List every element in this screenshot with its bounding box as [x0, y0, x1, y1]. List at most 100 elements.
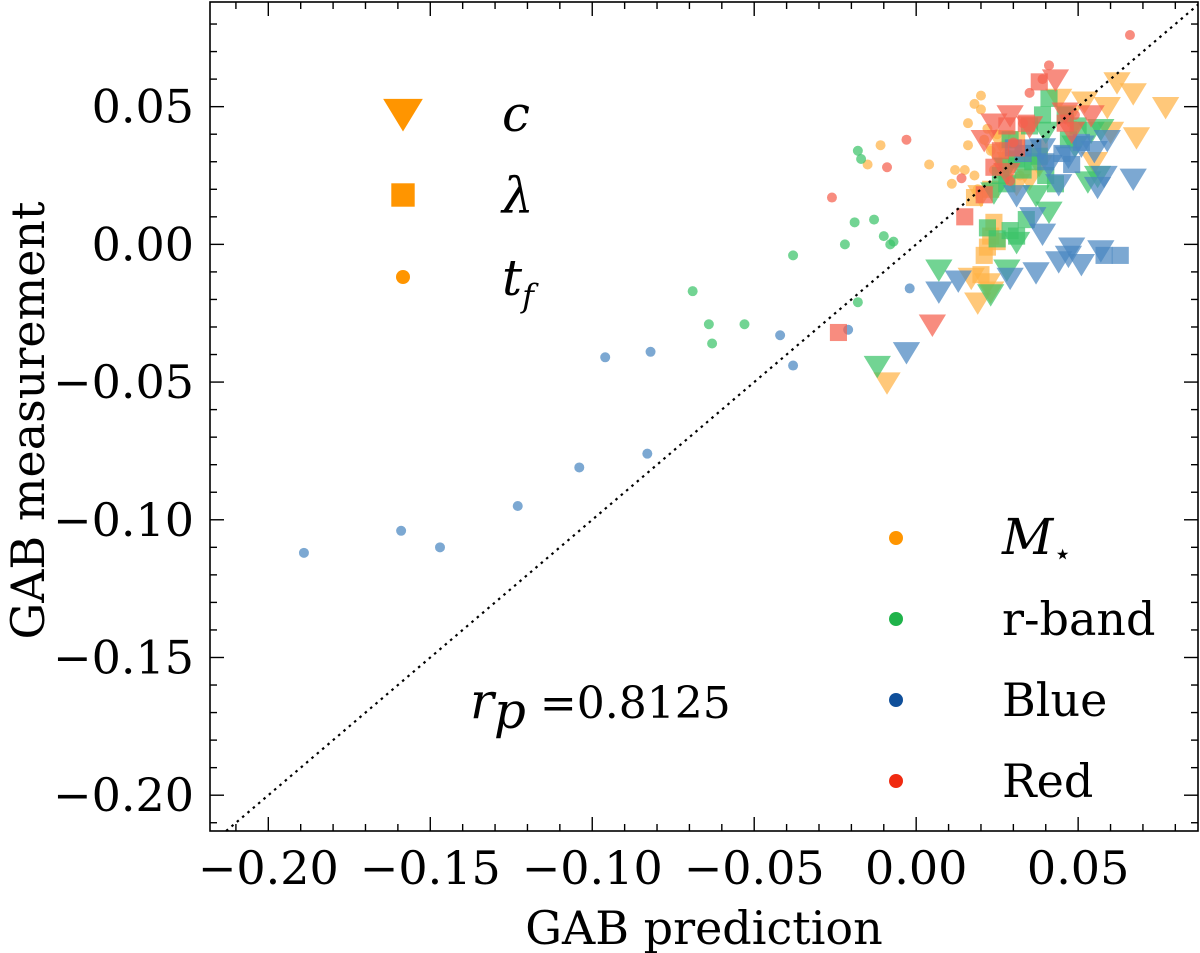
- x-tick-label: 0.00: [865, 841, 967, 895]
- data-point: [1022, 262, 1050, 285]
- data-point: [1058, 237, 1086, 260]
- marker-legend: cλ tf: [383, 85, 539, 315]
- data-point: [988, 230, 1006, 248]
- data-point: [1072, 133, 1090, 152]
- data-point: [1090, 165, 1118, 189]
- data-point: [918, 314, 947, 337]
- data-point: [512, 501, 523, 512]
- data-point: [925, 281, 953, 304]
- data-point: [1077, 105, 1105, 128]
- data-point: [788, 360, 799, 371]
- data-point: [878, 231, 889, 242]
- data-point: [1051, 102, 1079, 125]
- legend-dot-mstar: [889, 531, 903, 545]
- data-point: [924, 159, 935, 170]
- data-point: [839, 239, 850, 250]
- data-point: [964, 292, 992, 315]
- data-point: [642, 448, 653, 459]
- data-point: [1056, 114, 1074, 132]
- data-point: [1122, 127, 1151, 150]
- data-point: [901, 134, 912, 145]
- color-legend-subscript: ⋆: [1053, 537, 1072, 572]
- color-legend-text: Blue: [1002, 673, 1107, 727]
- color-legend-label: Red: [1002, 754, 1093, 808]
- data-point: [996, 105, 1024, 128]
- data-point: [826, 192, 837, 203]
- data-point: [739, 319, 750, 330]
- data-point: [950, 165, 961, 176]
- data-point: [1093, 96, 1121, 120]
- annotation-subscript: p: [494, 682, 526, 740]
- data-point: [574, 462, 585, 473]
- annotation-value: =0.8125: [526, 678, 731, 729]
- data-point: [600, 352, 611, 363]
- marker-legend-label: c: [502, 85, 530, 143]
- data-point: [849, 217, 860, 228]
- data-point: [434, 542, 445, 553]
- color-legend-label: r-band: [1002, 592, 1155, 646]
- series-blue-circle: [298, 283, 915, 558]
- data-point: [975, 90, 986, 101]
- data-point: [1119, 83, 1147, 106]
- data-point: [1111, 246, 1129, 264]
- data-point: [1070, 91, 1099, 114]
- data-point: [977, 284, 1005, 307]
- data-point: [963, 118, 974, 129]
- data-point: [1063, 155, 1081, 174]
- x-tick-label: −0.15: [360, 841, 501, 895]
- data-point: [956, 208, 974, 226]
- series-rband-circle: [687, 145, 899, 349]
- data-points: [298, 30, 1180, 558]
- color-legend-text: Red: [1002, 754, 1093, 808]
- data-point: [1045, 174, 1073, 197]
- data-point: [885, 239, 896, 250]
- data-point: [856, 153, 867, 164]
- data-point: [925, 259, 953, 282]
- data-point: [869, 214, 880, 225]
- y-tick-label: −0.10: [53, 493, 194, 547]
- data-point: [972, 266, 990, 284]
- x-tick-label: −0.05: [684, 841, 825, 895]
- legend-marker-triangle-down: [383, 98, 423, 132]
- color-legend-label: M⋆: [1001, 508, 1072, 572]
- y-tick-label: −0.20: [53, 768, 194, 822]
- x-tick-label: 0.05: [1027, 841, 1129, 895]
- data-point: [1017, 114, 1035, 132]
- legend-dot-red: [889, 774, 903, 788]
- data-point: [956, 173, 967, 184]
- data-point: [875, 140, 886, 151]
- y-axis-label: GAB measurement: [1, 201, 55, 640]
- data-point: [1037, 153, 1055, 171]
- data-point: [1002, 185, 1031, 208]
- data-point: [703, 319, 714, 330]
- data-point: [975, 104, 986, 115]
- color-legend: M⋆ r-band Blue Red: [889, 508, 1155, 808]
- legend-dot-rband: [889, 612, 903, 626]
- data-point: [1093, 130, 1121, 153]
- data-point: [975, 186, 993, 204]
- x-axis-label: GAB prediction: [525, 901, 883, 953]
- data-point: [788, 250, 799, 261]
- data-point: [1041, 69, 1070, 92]
- tick-labels: −0.20 −0.15 −0.10 −0.05 0.00 0.05 −0.20 −0.15 −0…: [53, 80, 1129, 895]
- color-legend-label: Blue: [1002, 673, 1107, 727]
- annotation-symbol: r: [470, 672, 497, 730]
- data-point: [1019, 207, 1047, 230]
- y-tick-label: 0.05: [92, 80, 194, 134]
- data-point: [298, 547, 309, 558]
- data-point: [1022, 185, 1050, 208]
- data-point: [707, 338, 718, 349]
- marker-legend-symbol: λ: [500, 167, 534, 225]
- data-point: [998, 117, 1016, 135]
- marker-legend-label: tf: [502, 249, 539, 315]
- color-legend-text: M: [1001, 508, 1055, 566]
- data-point: [829, 323, 847, 342]
- data-point: [985, 158, 1003, 176]
- marker-legend-symbol: c: [502, 85, 530, 143]
- data-point: [852, 297, 863, 308]
- data-point: [863, 355, 891, 379]
- data-point: [1124, 30, 1135, 41]
- x-tick-label: −0.20: [198, 841, 339, 895]
- data-point: [775, 330, 786, 341]
- color-legend-text: r-band: [1002, 592, 1155, 646]
